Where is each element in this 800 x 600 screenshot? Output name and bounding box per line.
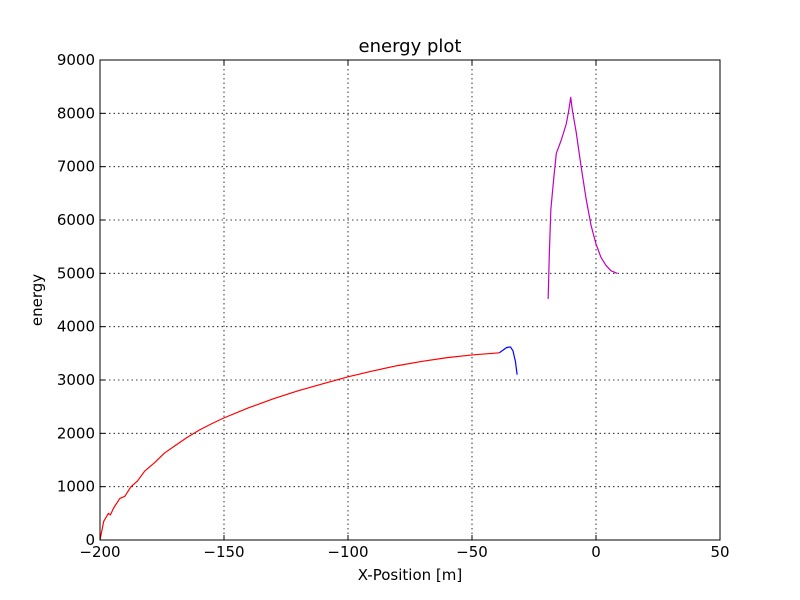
x-tick-label: −100 (327, 543, 368, 561)
chart-title: energy plot (359, 36, 462, 57)
y-tick-label: 9000 (57, 51, 95, 69)
x-tick-label: −50 (456, 543, 488, 561)
y-tick-label: 5000 (57, 264, 95, 282)
axis-ticks: −200 −150 −100 −50 0 500100020003000400050006… (57, 51, 730, 561)
y-axis-label: energy (28, 274, 46, 326)
y-tick-label: 0 (85, 531, 95, 549)
plot-area (99, 96, 618, 541)
y-tick-label: 3000 (57, 371, 95, 389)
y-tick-label: 4000 (57, 318, 95, 336)
y-tick-label: 2000 (57, 424, 95, 442)
series-line-2 (547, 96, 618, 299)
y-tick-label: 7000 (57, 158, 95, 176)
series-line-1 (498, 346, 518, 375)
grid (100, 60, 720, 540)
x-tick-label: −200 (79, 543, 120, 561)
x-tick-label: 50 (710, 543, 729, 561)
axes-frame (99, 59, 721, 541)
x-tick-label: 0 (591, 543, 601, 561)
x-axis-label: X-Position [m] (358, 566, 462, 584)
y-tick-label: 6000 (57, 211, 95, 229)
y-tick-label: 8000 (57, 104, 95, 122)
series-line-0 (99, 352, 500, 541)
y-tick-label: 1000 (57, 478, 95, 496)
x-tick-label: −150 (203, 543, 244, 561)
